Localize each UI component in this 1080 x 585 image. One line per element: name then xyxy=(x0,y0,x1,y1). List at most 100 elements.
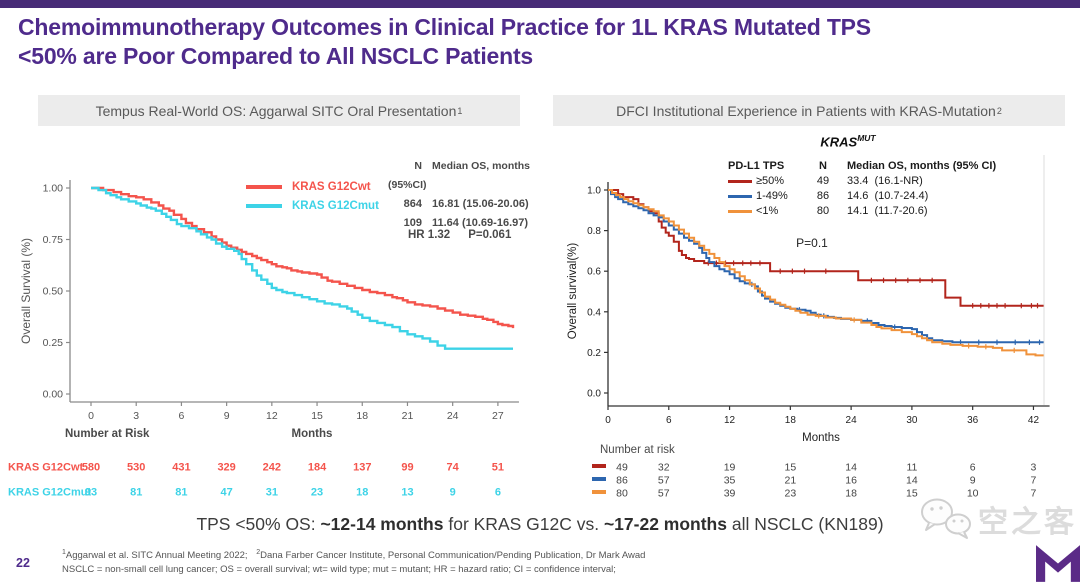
legend-item-g12cwt: KRAS G12Cwt xyxy=(246,177,379,196)
x-tick-label: 24 xyxy=(447,410,459,422)
x-tick-label: 6 xyxy=(178,410,184,422)
risk-value: 242 xyxy=(263,462,281,474)
g12cwt-line-swatch xyxy=(246,184,282,189)
summary-bold: ~17-22 months xyxy=(603,514,727,534)
risk-value: 47 xyxy=(221,487,233,499)
x-tick-label: 21 xyxy=(402,410,414,422)
km-curve xyxy=(91,186,515,329)
risk-value: 14 xyxy=(845,462,857,474)
stats-median-header: Median OS, months (95%CI) xyxy=(388,160,531,191)
legend-label: KRAS G12Cwt xyxy=(292,180,371,193)
x-tick-label: 12 xyxy=(724,415,736,426)
legend-label: KRAS G12Cmut xyxy=(292,199,379,212)
x-tick-label: 30 xyxy=(906,415,918,426)
risk-value: 9 xyxy=(450,487,456,499)
summary-part: all NSCLC (KN189) xyxy=(726,514,884,534)
risk-table-title: Number at risk xyxy=(600,444,675,456)
risk-value: 3 xyxy=(1031,462,1037,474)
summary-part: TPS <50% OS: xyxy=(196,514,321,534)
tps-median: 14.6 (10.7-24.4) xyxy=(847,190,929,202)
risk-value: 86 xyxy=(616,475,628,487)
risk-table-title: Number at Risk xyxy=(65,428,150,440)
subtitle-left-sup: 1 xyxy=(457,105,463,116)
y-tick-label: 1.00 xyxy=(43,183,64,195)
y-tick-label: 1.0 xyxy=(587,186,601,197)
risk-value: 93 xyxy=(85,487,97,499)
risk-value: 184 xyxy=(308,462,327,474)
risk-value: 13 xyxy=(401,487,413,499)
risk-value: 23 xyxy=(311,487,323,499)
hr-annotation: HR 1.32 P=0.061 xyxy=(408,229,529,241)
risk-value: 6 xyxy=(970,462,976,474)
x-tick-label: 15 xyxy=(311,410,323,422)
x-tick-label: 24 xyxy=(846,415,858,426)
right-legend-row-1-49: 1-49% 86 14.6 (10.7-24.4) xyxy=(728,189,1058,204)
stats-header: N Median OS, months (95%CI) xyxy=(388,157,558,195)
summary-statement: TPS <50% OS: ~12-14 months for KRAS G12C… xyxy=(0,514,1080,535)
stats-n-value: 864 xyxy=(403,198,422,210)
y-tick-label: 0.25 xyxy=(43,337,64,349)
risk-value: 81 xyxy=(130,487,142,499)
risk-value: 74 xyxy=(447,462,460,474)
page-number: 22 xyxy=(16,556,30,570)
top-accent-bar xyxy=(0,0,1080,8)
y-tick-label: 0.8 xyxy=(587,226,601,237)
x-tick-label: 18 xyxy=(785,415,797,426)
x-tick-label: 36 xyxy=(967,415,979,426)
g12cmut-line-swatch xyxy=(246,203,282,208)
risk-value: 530 xyxy=(127,462,145,474)
y-tick-label: 0.0 xyxy=(587,389,601,400)
risk-table-months-label: Months xyxy=(292,428,333,440)
risk-value: 19 xyxy=(724,462,736,474)
x-tick-label: 0 xyxy=(605,415,611,426)
risk-row-label: KRAS G12Cwt xyxy=(8,462,84,474)
slide-title: Chemoimmunotherapy Outcomes in Clinical … xyxy=(18,13,1068,71)
risk-value: 6 xyxy=(495,487,501,499)
stats-median-value: 11.64 (10.69-16.97) xyxy=(432,217,529,229)
subtitle-right-text: DFCI Institutional Experience in Patient… xyxy=(616,102,996,119)
footnote-references: 1Aggarwal et al. SITC Annual Meeting 202… xyxy=(62,549,645,561)
left-legend: KRAS G12Cwt KRAS G12Cmut xyxy=(246,177,379,215)
pdl1-tps-header: PD-L1 TPS xyxy=(728,160,785,172)
risk-value: 11 xyxy=(906,462,917,474)
risk-row-label: KRAS G12Cmut xyxy=(8,487,91,499)
legend-item-g12cmut: KRAS G12Cmut xyxy=(246,196,379,215)
risk-value: 21 xyxy=(784,475,796,487)
risk-value: 39 xyxy=(724,488,736,500)
km-curve xyxy=(608,189,1044,357)
right-legend-table: PD-L1 TPS N Median OS, months (95% CI) ≥… xyxy=(728,159,1058,219)
tps-n: 49 xyxy=(816,175,830,187)
x-tick-label: 3 xyxy=(133,410,139,422)
stats-row: 109 11.64 (10.69-16.97) xyxy=(388,214,558,233)
right-legend-row-lt1: <1% 80 14.1 (11.7-20.6) xyxy=(728,204,1058,219)
slide-title-line1: Chemoimmunotherapy Outcomes in Clinical … xyxy=(18,14,871,40)
footnote-abbreviations: NSCLC = non-small cell lung cancer; OS =… xyxy=(62,564,616,575)
subtitle-left: Tempus Real-World OS: Aggarwal SITC Oral… xyxy=(38,95,520,126)
tps50-line-swatch xyxy=(728,180,752,183)
y-tick-label: 0.75 xyxy=(43,234,64,246)
x-tick-label: 12 xyxy=(266,410,278,422)
slide-title-line2: <50% are Poor Compared to All NSCLC Pati… xyxy=(18,43,534,69)
risk-value: 31 xyxy=(266,487,278,499)
subtitle-left-text: Tempus Real-World OS: Aggarwal SITC Oral… xyxy=(95,102,457,119)
risk-value: 81 xyxy=(175,487,187,499)
median-header: Median OS, months (95% CI) xyxy=(847,160,997,172)
stats-row: 864 16.81 (15.06-20.06) xyxy=(388,195,558,214)
subtitle-right-sup: 2 xyxy=(996,105,1002,116)
risk-value: 14 xyxy=(906,475,918,487)
x-tick-label: 0 xyxy=(88,410,94,422)
stats-n-value: 109 xyxy=(403,217,422,229)
kras-title-text: KRAS xyxy=(820,134,858,150)
tps-label: ≥50% xyxy=(756,175,785,187)
right-chart-title: KRASMUT xyxy=(803,133,893,149)
watermark: 空之客 xyxy=(918,497,1077,541)
risk-value: 431 xyxy=(172,462,190,474)
tpslt1-line-swatch xyxy=(728,210,752,213)
footnote-sup1: 1 xyxy=(62,549,66,556)
km-curve xyxy=(608,189,1044,307)
risk-value: 57 xyxy=(658,488,670,500)
risk-value: 329 xyxy=(217,462,235,474)
y-axis-label: Overall Survival (%) xyxy=(19,238,33,344)
risk-value: 99 xyxy=(401,462,413,474)
km-curve xyxy=(91,186,513,350)
